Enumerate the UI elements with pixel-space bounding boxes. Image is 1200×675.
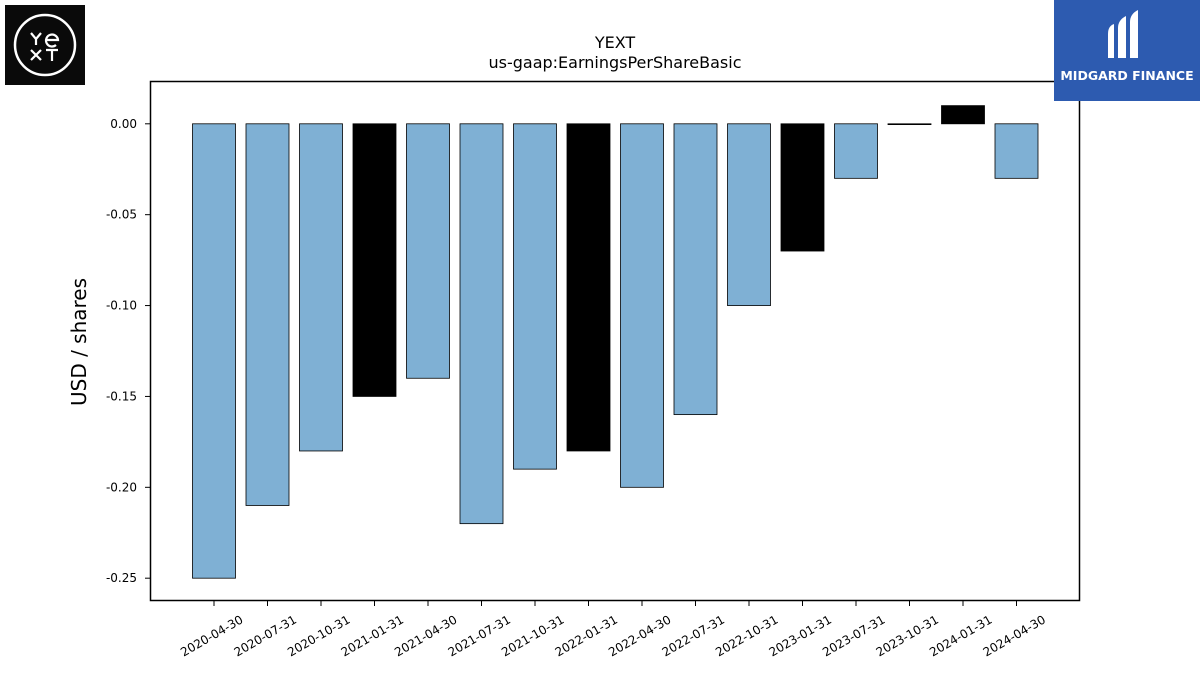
bar-2021-01-31 (352, 123, 397, 397)
bar-2022-10-31 (727, 123, 771, 306)
chart-subtitle: us-gaap:EarningsPerShareBasic (488, 53, 741, 72)
bar-2023-10-31 (887, 123, 932, 126)
bar-2020-10-31 (299, 123, 343, 452)
chart-title: YEXT (594, 33, 636, 52)
bar-2023-01-31 (780, 123, 825, 252)
y-axis-label: USD / shares (67, 278, 91, 406)
y-tick-label: 0.00 (110, 117, 137, 131)
y-tick-label: -0.25 (106, 571, 137, 585)
bar-2020-07-31 (245, 123, 290, 506)
y-tick-label: -0.20 (106, 480, 137, 494)
bar-2020-04-30 (192, 123, 236, 579)
midgard-finance-logo-mark (1108, 10, 1138, 58)
yext-logo (5, 5, 85, 85)
brand-text: MIDGARD FINANCE (1060, 68, 1194, 83)
bar-2024-01-31 (941, 105, 985, 125)
bar-2021-10-31 (513, 123, 557, 470)
y-tick-label: -0.05 (106, 208, 137, 222)
bar-2022-01-31 (566, 123, 611, 452)
y-tick-label: -0.10 (106, 299, 137, 313)
bar-2021-04-30 (406, 123, 450, 379)
plot-frame (149, 80, 1081, 602)
midgard-finance-logo: MIDGARD FINANCE (1054, 0, 1200, 101)
bars-group (192, 105, 1039, 579)
bar-2022-04-30 (620, 123, 664, 488)
y-tick-label: -0.15 (106, 389, 137, 403)
y-ticks-group: 0.00 -0.05 -0.10 -0.15 -0.20 -0.25 (106, 117, 151, 585)
yext-logo-mark (13, 13, 77, 77)
bar-2022-07-31 (673, 123, 718, 416)
bar-2021-07-31 (459, 123, 504, 525)
x-ticks-group: 2020-04-302020-07-312020-10-312021-01-31… (178, 600, 1048, 659)
bar-2023-07-31 (834, 123, 878, 179)
bar-2024-04-30 (994, 123, 1039, 179)
